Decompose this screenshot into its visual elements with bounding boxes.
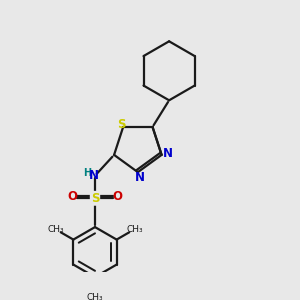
Text: CH₃: CH₃ bbox=[87, 293, 103, 300]
Text: CH₃: CH₃ bbox=[126, 225, 143, 234]
Text: N: N bbox=[88, 169, 99, 182]
Text: S: S bbox=[117, 118, 126, 131]
Text: O: O bbox=[68, 190, 78, 203]
Text: N: N bbox=[163, 147, 173, 160]
Text: O: O bbox=[112, 190, 122, 203]
Text: N: N bbox=[135, 171, 145, 184]
Text: H: H bbox=[83, 168, 92, 178]
Text: CH₃: CH₃ bbox=[47, 225, 64, 234]
Text: S: S bbox=[91, 192, 99, 205]
